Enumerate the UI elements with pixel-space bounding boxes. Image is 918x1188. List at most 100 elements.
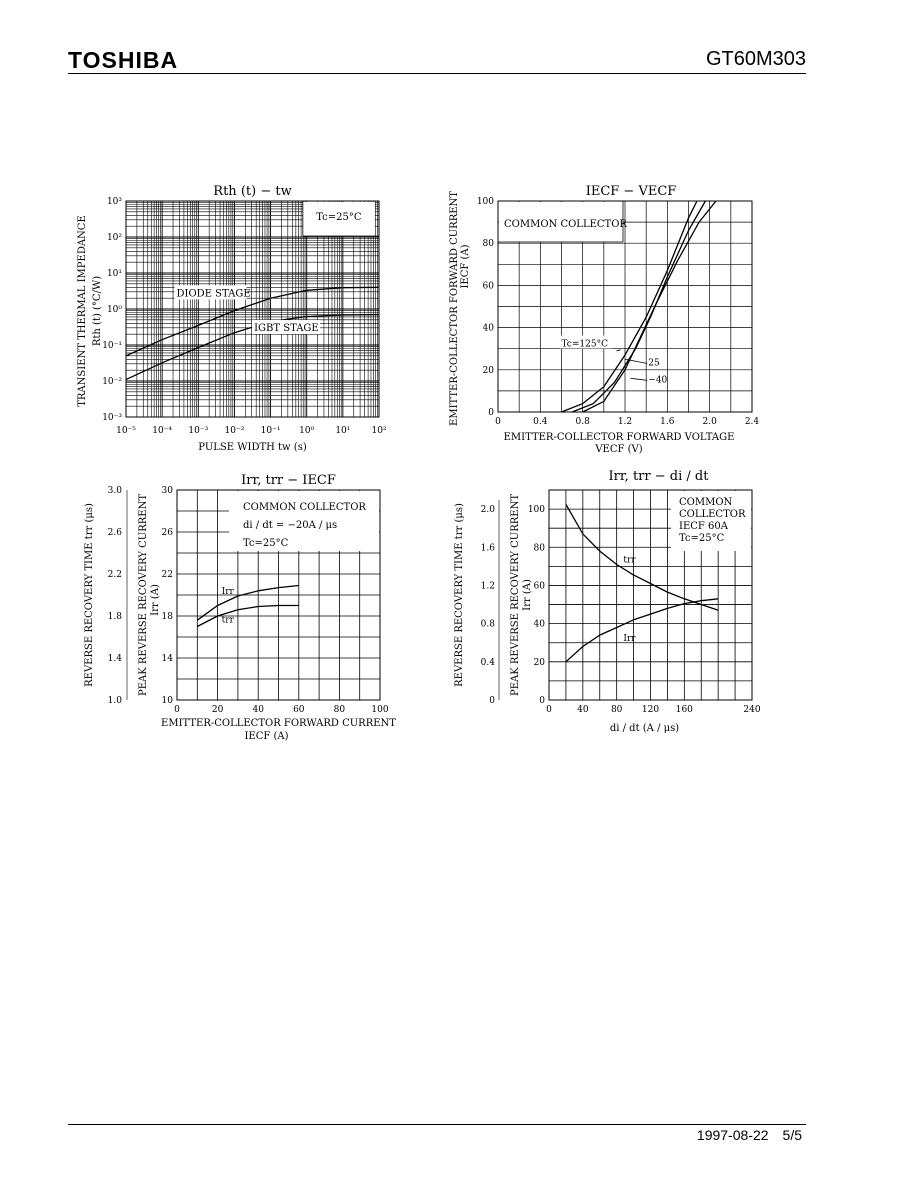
- x-axis-label: PULSE WIDTH tw (s): [198, 442, 307, 453]
- footer: 1997-08-22 5/5: [683, 1127, 802, 1143]
- x-tick-label: 10⁻¹: [261, 426, 281, 436]
- annotation-label: Tc=25°C: [243, 538, 289, 549]
- y-axis-label: Irr (A): [522, 579, 533, 611]
- y-tick-label: 60: [534, 581, 546, 591]
- x-tick-label: 40: [577, 705, 589, 715]
- y-tick-label: 10⁻¹: [102, 341, 122, 351]
- x-tick-label: 80: [334, 705, 346, 715]
- y-tick-label: 0: [539, 696, 545, 706]
- y-tick-label: 2.6: [108, 528, 123, 538]
- y-tick-label: 26: [162, 528, 174, 538]
- plot-frame: [125, 200, 380, 418]
- annotation-label: COMMON COLLECTOR: [504, 219, 627, 230]
- y-axis-label: PEAK REVERSE RECOVERY CURRENT: [138, 494, 149, 696]
- annotation-label: COMMON: [679, 497, 733, 508]
- y-tick-label: 2.2: [108, 570, 122, 580]
- y-tick-label: 10³: [107, 197, 122, 207]
- series-line: [125, 286, 380, 357]
- y-tick-label: 100: [528, 505, 545, 515]
- x-tick-label: 20: [212, 705, 224, 715]
- y-axis-label: TRANSIENT THERMAL IMPEDANCE: [77, 215, 88, 407]
- label-backing: [174, 285, 247, 300]
- x-tick-label: 0.8: [576, 417, 591, 427]
- x-tick-label: 2.0: [703, 417, 718, 427]
- series-line: [582, 200, 717, 413]
- annotation-label: Tc=25°C: [316, 212, 362, 223]
- x-tick-label: 100: [371, 705, 388, 715]
- label-leader: [616, 349, 621, 352]
- x-tick-label: 10⁻⁴: [152, 426, 172, 436]
- annotation-label: IECF 60A: [679, 521, 729, 532]
- y-tick-label: 60: [483, 281, 495, 291]
- y-tick-label: 10⁻³: [102, 413, 122, 423]
- x-tick-label: 0: [174, 705, 180, 715]
- annotation-box: [302, 202, 375, 236]
- y-tick-label: 0.8: [481, 620, 496, 630]
- y-tick-label: 0.4: [481, 658, 496, 668]
- y-tick-label: 20: [483, 366, 495, 376]
- annotation-label: COMMON COLLECTOR: [243, 502, 366, 513]
- plot-frame: [548, 489, 753, 701]
- x-tick-label: 10⁻⁵: [116, 426, 136, 436]
- label-leader: [624, 358, 648, 364]
- x-tick-label: 10¹: [335, 426, 350, 436]
- y-tick-label: 0: [489, 696, 495, 706]
- x-tick-label: 2.4: [745, 417, 760, 427]
- plot-frame: [497, 200, 753, 413]
- y-tick-label: 3.0: [108, 486, 123, 496]
- series-label: Irr: [623, 634, 636, 644]
- x-tick-label: 0: [546, 705, 552, 715]
- series-label: Irr: [222, 587, 235, 597]
- x-tick-label: 10²: [371, 426, 386, 436]
- x-axis-label: VECF (V): [594, 444, 642, 455]
- y-axis-label: REVERSE RECOVERY TIME trr (μs): [84, 503, 95, 687]
- y-axis-label: IECF (A): [460, 244, 471, 288]
- y-tick-label: 1.4: [108, 654, 123, 664]
- y-axis-label: Irr (A): [150, 584, 161, 616]
- header-rule: [68, 73, 806, 74]
- plot-frame: [176, 489, 381, 701]
- series-label: 25: [648, 359, 660, 369]
- series-label: trr: [623, 556, 636, 566]
- y-tick-label: 18: [162, 612, 174, 622]
- x-tick-label: 1.6: [660, 417, 675, 427]
- x-tick-label: 0.4: [533, 417, 548, 427]
- series-line: [561, 200, 698, 413]
- series-label: −40: [648, 375, 667, 385]
- series-label: trr: [222, 615, 235, 625]
- y-tick-label: 40: [534, 620, 546, 630]
- y-axis-label: EMITTER-COLLECTOR FORWARD CURRENT: [449, 191, 460, 426]
- x-tick-label: 10⁻²: [225, 426, 245, 436]
- y-tick-label: 1.8: [108, 612, 123, 622]
- y-tick-label: 10⁻²: [102, 377, 122, 387]
- y-tick-label: 20: [534, 658, 546, 668]
- footer-rule: [68, 1124, 806, 1125]
- series-line: [197, 604, 299, 628]
- series-label: DIODE STAGE: [177, 288, 251, 299]
- y-tick-label: 10: [162, 696, 174, 706]
- annotation-box: [499, 202, 623, 242]
- x-tick-label: 10⁰: [299, 426, 314, 436]
- label-backing: [559, 335, 612, 349]
- footer-date: 1997-08-22: [696, 1127, 769, 1143]
- chart-title: IECF − VECF: [586, 184, 677, 199]
- x-tick-label: 60: [293, 705, 305, 715]
- x-tick-label: 40: [252, 705, 264, 715]
- annotation-label: COLLECTOR: [679, 509, 746, 520]
- y-tick-label: 14: [162, 654, 174, 664]
- y-tick-label: 10¹: [107, 269, 122, 279]
- label-leader: [630, 377, 648, 381]
- footer-page: 5/5: [782, 1127, 802, 1143]
- y-tick-label: 30: [162, 486, 174, 496]
- y-tick-label: 10⁰: [107, 305, 122, 315]
- annotation-box: [671, 491, 751, 551]
- y-tick-label: 10²: [107, 233, 122, 243]
- x-tick-label: 80: [611, 705, 623, 715]
- x-tick-label: 240: [743, 705, 760, 715]
- y-tick-label: 40: [483, 324, 495, 334]
- x-axis-label: EMITTER-COLLECTOR FORWARD CURRENT: [161, 718, 396, 729]
- series-label: Tc=125°C: [562, 340, 609, 350]
- x-axis-label: IECF (A): [244, 731, 288, 742]
- x-axis-label: di / dt (A / μs): [610, 723, 679, 734]
